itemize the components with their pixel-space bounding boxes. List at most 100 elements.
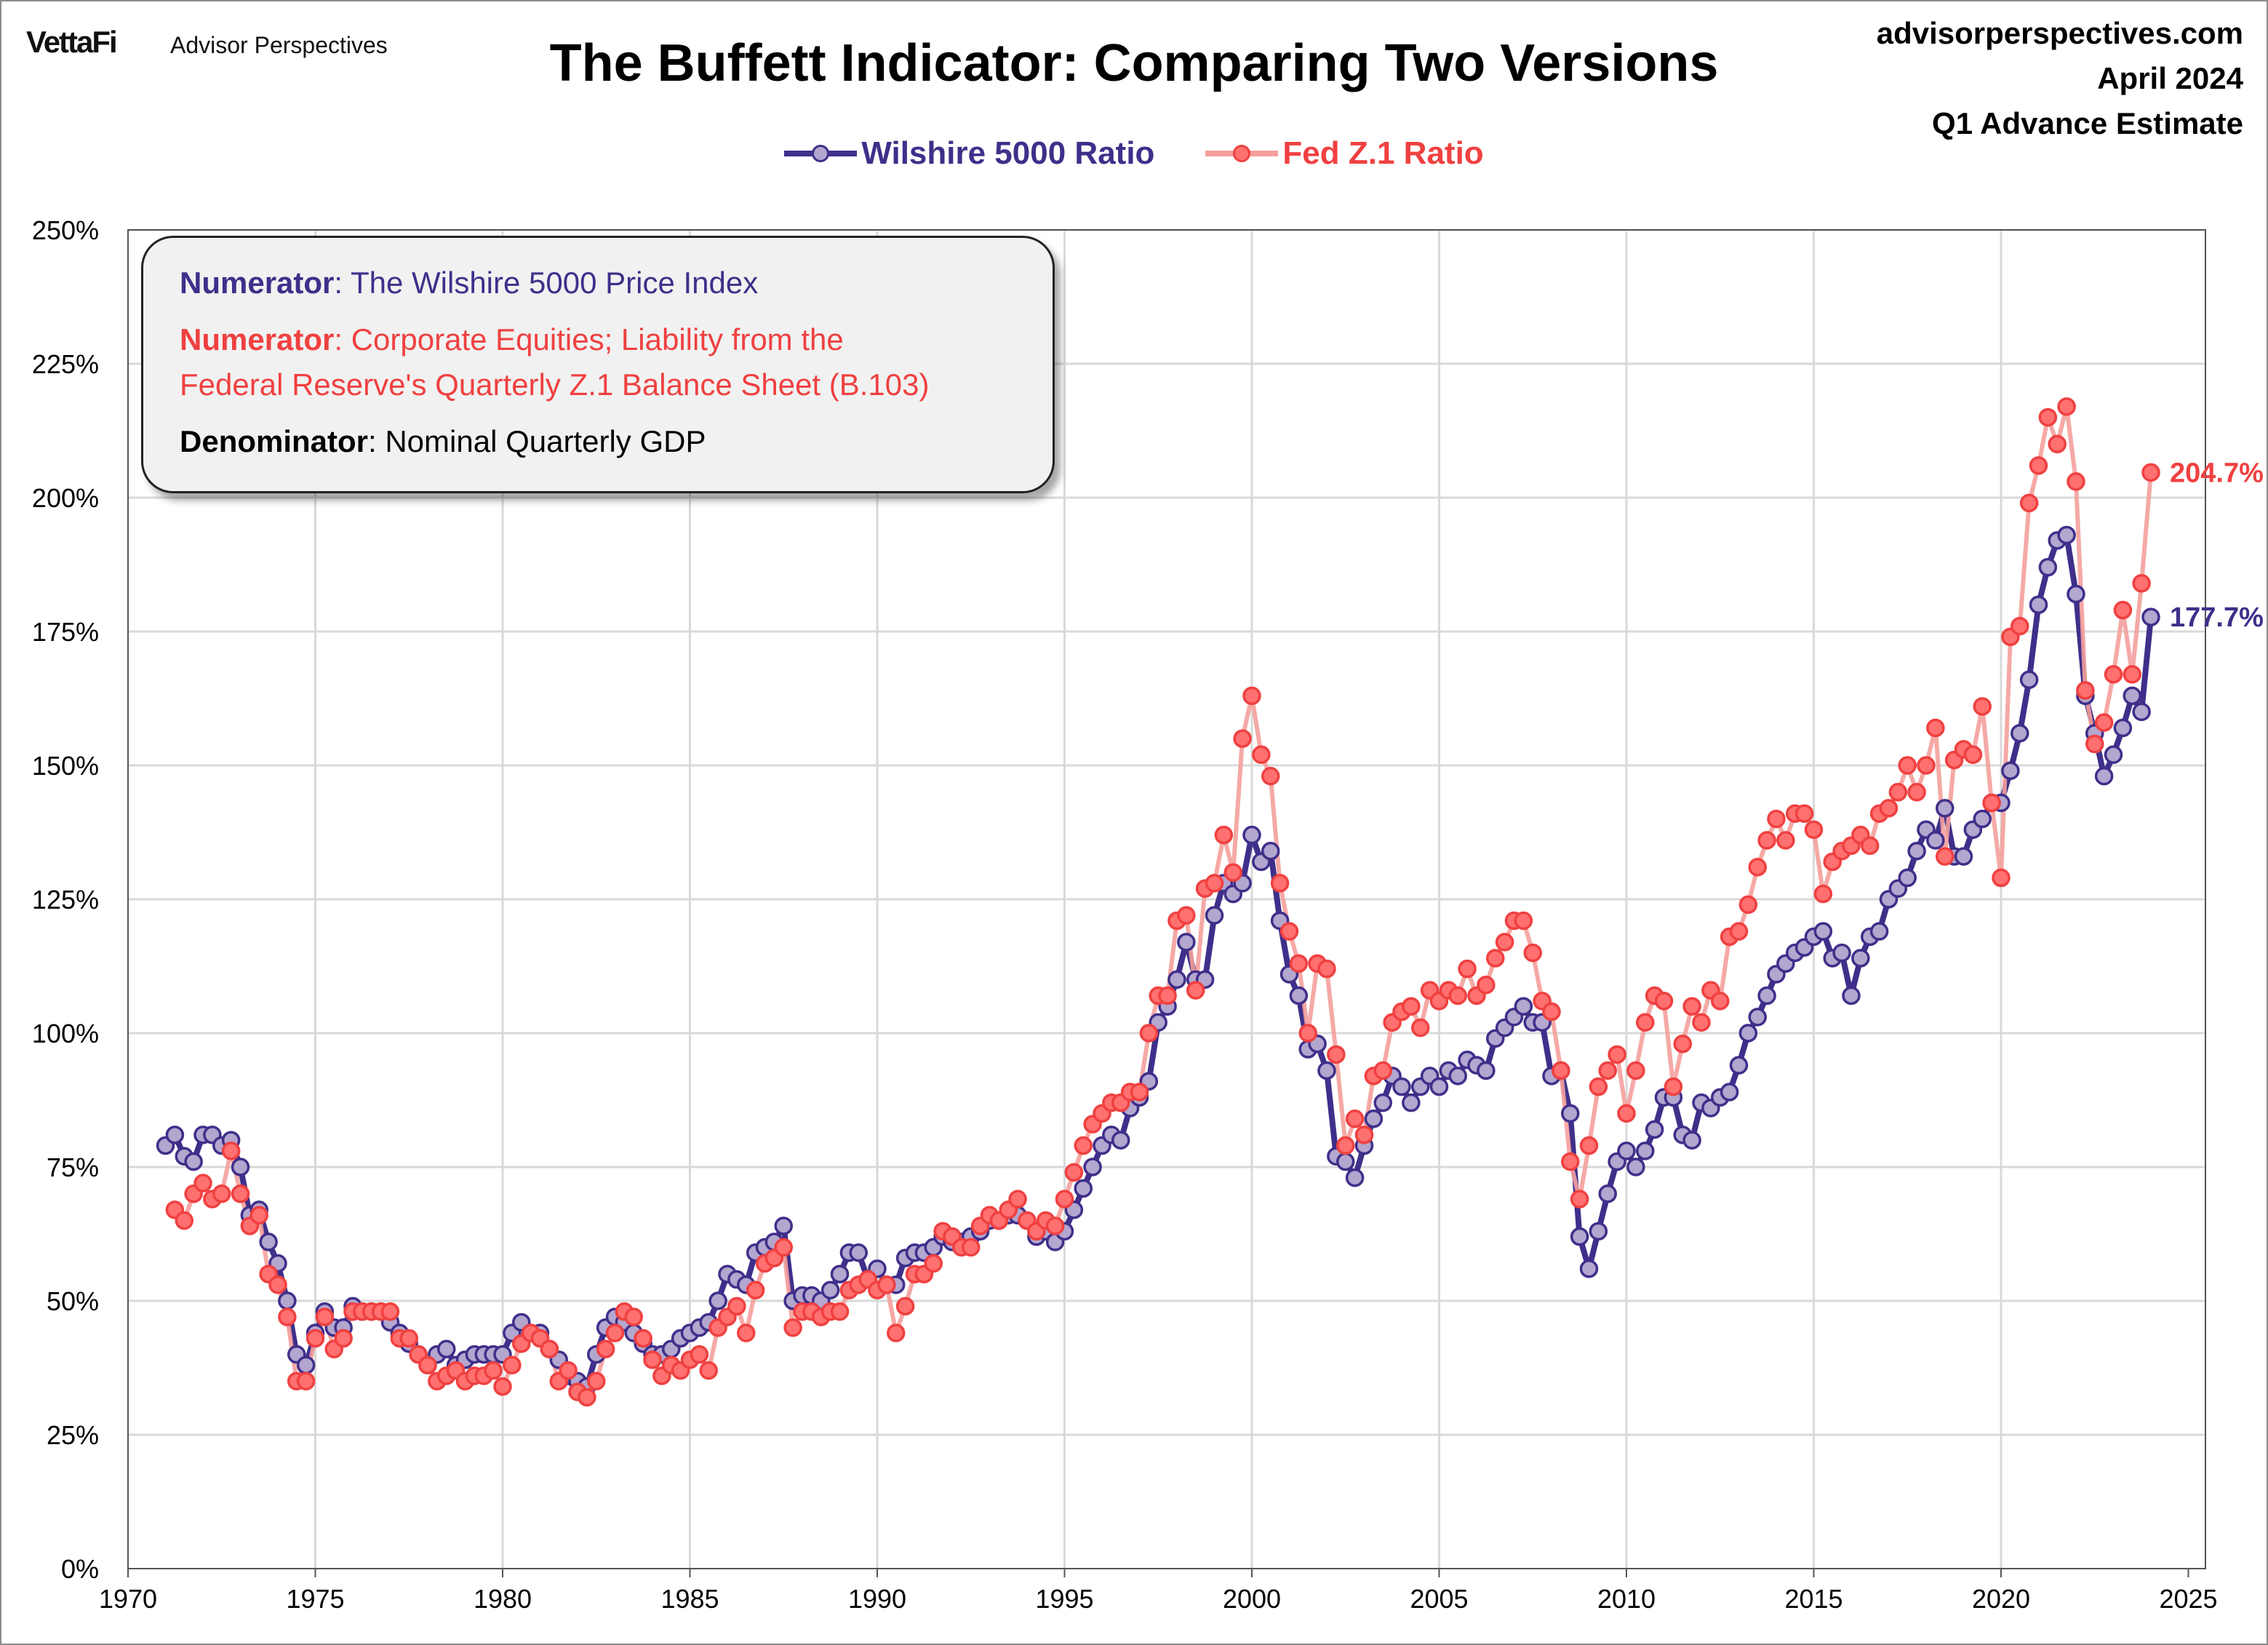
x-tick-label: 1980 [474,1584,532,1614]
y-tick-label: 100% [32,1019,99,1048]
data-point-wilshire [1926,831,1945,850]
data-point-fed [895,1297,915,1316]
data-point-fed [278,1307,297,1326]
data-point-wilshire [774,1216,793,1235]
data-point-fed [1804,820,1824,840]
data-point-wilshire [2132,702,2151,722]
y-tick-label: 200% [32,483,99,513]
y-tick-label: 150% [32,751,99,781]
data-point-wilshire [437,1339,456,1358]
y-tick-label: 25% [47,1420,99,1450]
data-point-fed [2104,665,2123,684]
data-point-fed [1767,809,1786,829]
data-point-fed [1458,959,1477,979]
data-point-fed [1139,1024,1159,1043]
y-tick-label: 0% [61,1554,99,1584]
data-point-wilshire [1429,1077,1449,1096]
data-point-fed [1936,847,1954,866]
data-point-wilshire [1598,1184,1617,1203]
data-point-wilshire [1813,922,1833,941]
data-point-wilshire [1589,1222,1608,1241]
data-point-fed [1654,992,1674,1011]
data-point-wilshire [278,1291,297,1310]
data-point-fed [737,1323,756,1342]
data-point-fed [1055,1190,1074,1208]
data-point-wilshire [2029,595,2048,614]
data-point-fed [380,1302,400,1321]
data-point-wilshire [2123,686,2141,706]
data-point-fed [746,1280,765,1300]
data-point-fed [1317,959,1336,979]
data-point-fed [1336,1136,1355,1155]
data-point-fed [1973,697,1992,716]
data-point-fed [587,1371,606,1391]
data-point-fed [1008,1190,1027,1208]
data-point-fed [1992,868,2011,888]
data-point-fed [493,1377,512,1396]
x-tick-label: 2000 [1223,1584,1281,1614]
data-point-wilshire [1720,1083,1739,1102]
data-point-wilshire [830,1264,850,1283]
advisor-perspectives-brand: Advisor Perspectives [170,32,388,58]
note-text: : Nominal Quarterly GDP [368,424,706,458]
plot-border [127,229,2206,1569]
data-point-fed [1327,1045,1346,1064]
data-point-wilshire [296,1355,316,1375]
data-point-wilshire [2011,724,2029,743]
data-point-fed [1898,756,1917,775]
data-point-wilshire [2057,525,2076,545]
data-point-fed [1963,745,1983,765]
data-point-fed [1177,906,1196,925]
data-point-wilshire [1636,1142,1655,1160]
definition-box: Numerator: The Wilshire 5000 Price Index… [141,236,1055,493]
data-point-wilshire [1345,1168,1365,1187]
end-label-wilshire: 177.7% [2170,602,2264,633]
data-point-fed [249,1206,268,1224]
data-point-wilshire [849,1243,868,1262]
data-point-fed [1673,1034,1692,1053]
vettafi-logo: VettaFi [26,25,118,59]
data-point-fed [1636,1013,1655,1032]
y-tick-label: 250% [32,215,99,245]
data-point-wilshire [1448,1067,1467,1086]
data-point-wilshire [1898,868,1917,888]
data-point-fed [2076,681,2095,700]
data-point-fed [1598,1061,1617,1080]
data-point-fed [1514,911,1533,931]
legend-label-wilshire: Wilshire 5000 Ratio [861,135,1155,171]
data-point-fed [887,1323,906,1342]
estimate-note: Q1 Advance Estimate [1932,106,2243,140]
data-point-wilshire [1242,825,1261,845]
data-point-fed [1279,922,1299,941]
x-tick-label: 1985 [660,1584,719,1614]
data-point-wilshire [708,1291,727,1310]
data-point-fed [1130,1083,1149,1102]
data-point-wilshire [1477,1061,1496,1080]
y-tick-label: 50% [47,1286,99,1316]
data-point-wilshire [1336,1152,1355,1171]
data-point-wilshire [1954,847,1973,866]
data-point-fed [1776,831,1795,850]
data-point-fed [231,1184,250,1203]
y-tick-label: 75% [47,1152,99,1182]
data-point-fed [596,1339,615,1358]
data-point-fed [1692,1013,1711,1032]
data-point-fed [1289,954,1309,973]
data-point-fed [2085,734,2104,754]
legend-item-wilshire: Wilshire 5000 Ratio [784,135,1154,172]
data-point-fed [268,1275,287,1294]
data-point-fed [1664,1077,1683,1096]
data-point-fed [193,1174,212,1192]
data-point-wilshire [1177,933,1196,952]
note-text: : Corporate Equities; Liability from the [334,322,844,357]
data-point-wilshire [1869,922,1889,941]
data-point-fed [1252,745,1271,765]
data-point-fed [1711,992,1730,1011]
data-point-fed [296,1371,316,1391]
data-point-fed [924,1254,943,1273]
data-point-wilshire [1392,1077,1411,1096]
chart-title: The Buffett Indicator: Comparing Two Ver… [549,34,1719,92]
data-point-fed [1682,997,1701,1016]
data-point-fed [1402,997,1421,1016]
data-point-wilshire [1757,986,1776,1005]
